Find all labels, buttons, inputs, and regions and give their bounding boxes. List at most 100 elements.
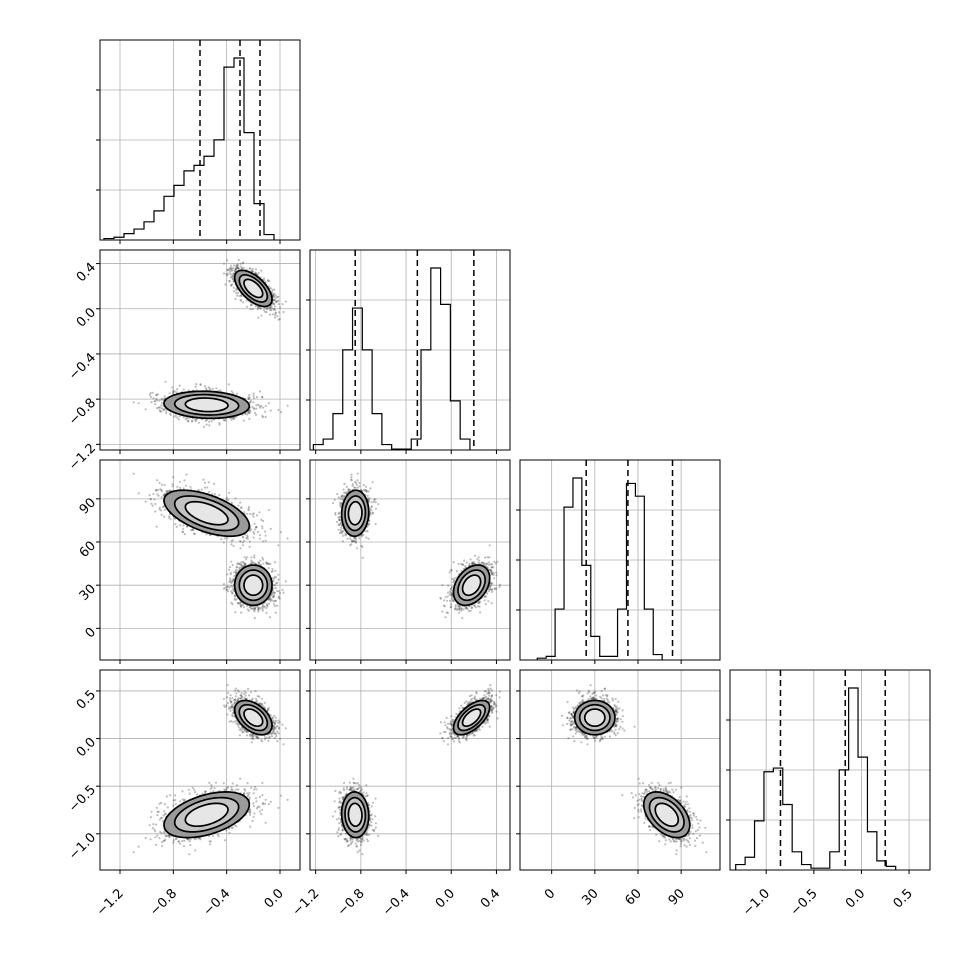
sample-point: [264, 530, 267, 533]
sample-point: [237, 258, 240, 262]
sample-point: [168, 489, 171, 493]
sample-point: [261, 605, 264, 609]
sample-point: [227, 568, 231, 571]
sample-point: [238, 566, 241, 569]
sample-point: [223, 419, 226, 422]
sample-point: [235, 264, 238, 267]
sample-point: [240, 506, 243, 509]
sample-point: [268, 313, 272, 316]
sample-point: [251, 308, 254, 311]
sample-point: [162, 505, 165, 508]
sample-point: [160, 402, 164, 405]
sample-point: [197, 421, 200, 424]
sample-point: [169, 413, 172, 416]
sample-point: [248, 606, 251, 609]
sample-point: [282, 310, 285, 314]
sample-point: [160, 483, 164, 486]
sample-point: [236, 263, 239, 266]
sample-point: [261, 609, 264, 612]
sample-point: [254, 528, 257, 531]
sample-point: [271, 288, 274, 291]
sample-point: [235, 392, 238, 395]
sample-point: [232, 286, 235, 289]
sample-point: [233, 416, 236, 419]
sample-point: [235, 287, 238, 290]
sample-point: [237, 267, 240, 271]
sample-point: [165, 412, 168, 415]
sample-point: [269, 308, 272, 312]
sample-point: [258, 406, 262, 409]
sample-point: [257, 608, 260, 611]
sample-point: [265, 562, 269, 566]
sample-point: [205, 387, 208, 390]
sample-point: [272, 293, 275, 297]
sample-point: [226, 537, 229, 540]
sample-point: [222, 262, 226, 265]
sample-point: [258, 404, 261, 407]
sample-point: [194, 385, 197, 388]
sample-point: [273, 299, 276, 302]
sample-point: [252, 530, 255, 534]
sample-point: [213, 493, 216, 496]
sample-point: [241, 262, 244, 265]
sample-point: [230, 264, 233, 267]
sample-point: [278, 306, 282, 309]
histogram-1: [312, 267, 471, 450]
sample-point: [151, 504, 154, 507]
sample-point: [226, 272, 230, 275]
sample-point: [234, 497, 237, 500]
sample-point: [240, 563, 243, 566]
sample-point: [263, 309, 266, 312]
sample-point: [187, 419, 190, 423]
sample-point: [249, 303, 253, 306]
sample-point: [154, 400, 157, 403]
sample-point: [208, 420, 211, 423]
sample-point: [207, 386, 210, 389]
sample-point: [277, 299, 280, 302]
sample-point: [238, 601, 241, 605]
sample-point: [257, 306, 260, 309]
sample-point: [158, 481, 161, 485]
sample-point: [248, 412, 251, 415]
sample-point: [157, 494, 160, 497]
sample-point: [262, 558, 265, 561]
sample-point: [274, 308, 277, 312]
sample-point: [152, 397, 155, 400]
sample-point: [191, 420, 194, 423]
sample-point: [168, 489, 172, 492]
sample-point: [230, 268, 233, 271]
sample-point: [272, 587, 275, 590]
sample-point: [229, 276, 232, 279]
sample-point: [212, 482, 216, 485]
sample-point: [281, 303, 284, 306]
sample-point: [261, 406, 265, 409]
sample-point: [176, 485, 179, 488]
sample-point: [189, 485, 192, 488]
sample-point: [156, 393, 159, 396]
sample-point: [204, 419, 207, 422]
sample-point: [277, 408, 280, 411]
sample-point: [160, 398, 163, 401]
sample-point: [254, 271, 257, 274]
sample-point: [149, 392, 152, 395]
sample-point: [173, 415, 176, 418]
sample-point: [276, 300, 279, 303]
sample-point: [258, 511, 261, 514]
sample-point: [248, 545, 251, 549]
sample-point: [156, 407, 159, 410]
sample-point: [161, 506, 165, 509]
sample-point: [222, 418, 225, 421]
sample-point: [163, 395, 166, 398]
sample-point: [264, 415, 267, 418]
sample-point: [231, 283, 234, 286]
sample-point: [256, 308, 259, 311]
sample-point: [248, 393, 251, 397]
sample-point: [160, 490, 163, 493]
sample-point: [244, 412, 247, 415]
sample-point: [156, 399, 159, 402]
sample-point: [157, 406, 160, 409]
sample-point: [176, 416, 179, 419]
sample-point: [154, 510, 157, 513]
sample-point: [237, 267, 240, 270]
sample-point: [236, 265, 239, 268]
